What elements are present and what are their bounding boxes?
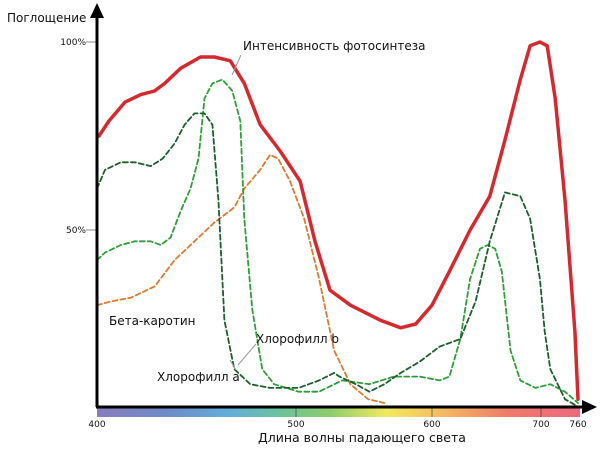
y-axis-label: Поглощение	[7, 11, 86, 25]
annotation-beta-carotene: Бета-каротин	[109, 314, 195, 328]
x-axis-label: Длина волны падающего света	[258, 430, 466, 445]
series-line-2	[96, 78, 579, 404]
x-tick-label: 500	[287, 420, 304, 430]
annotation-photosynthesis: Интенсивность фотосинтеза	[243, 39, 425, 53]
annotation-leader	[229, 359, 237, 371]
y-tick-label: 100%	[60, 38, 86, 48]
series-line-0	[97, 40, 580, 401]
y-tick-label: 50%	[66, 226, 86, 236]
y-axis-arrow-icon	[90, 3, 104, 18]
series-line-3	[96, 153, 386, 404]
x-tick-label: 400	[88, 420, 105, 430]
annotation-leader	[237, 343, 257, 366]
x-axis-arrow-icon	[582, 400, 597, 414]
x-tick-label: 600	[423, 420, 440, 430]
series-line-1	[96, 112, 579, 408]
x-tick-label: 700	[532, 420, 549, 430]
annotation-chlorophyll-b: Хлорофилл b	[256, 332, 339, 346]
x-tick-label: 760	[569, 420, 586, 430]
annotation-chlorophyll-a: Хлорофилл a	[157, 370, 240, 384]
visible-spectrum-bar	[97, 408, 580, 417]
annotation-leader	[231, 54, 242, 76]
